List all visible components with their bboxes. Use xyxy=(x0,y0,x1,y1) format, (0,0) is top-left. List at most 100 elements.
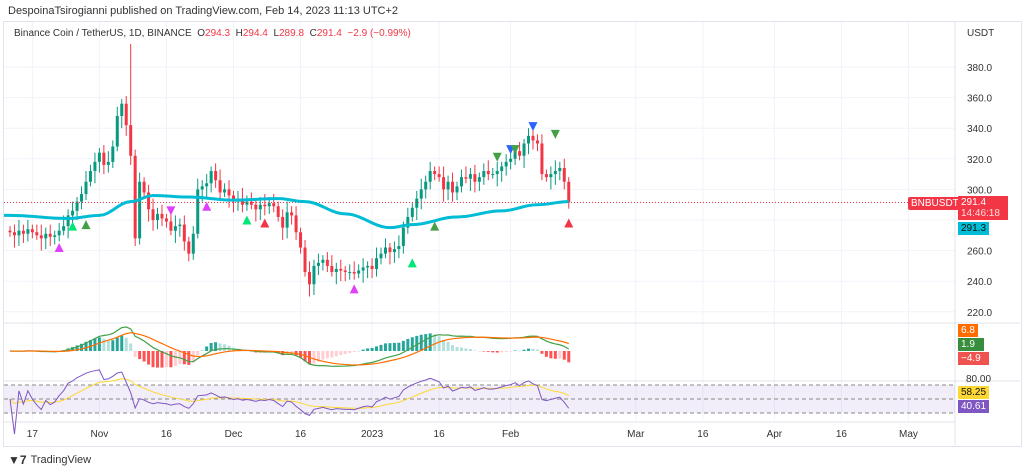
macd-histogram-bar xyxy=(540,351,544,354)
candle-body xyxy=(361,267,365,271)
brand-name: TradingView xyxy=(30,454,92,466)
candle-body xyxy=(173,226,177,231)
macd-histogram-bar xyxy=(406,338,410,351)
high-value: 294.4 xyxy=(242,28,268,39)
candle-body xyxy=(509,158,513,162)
signal-up-triangle-icon xyxy=(54,243,64,253)
candle-body xyxy=(482,171,486,178)
symbol-tag: BNBUSDT xyxy=(908,197,962,210)
macd-histogram-bar xyxy=(352,351,356,353)
candle-body xyxy=(316,262,320,266)
signal-up-triangle-icon xyxy=(242,215,252,225)
candle-body xyxy=(419,189,423,199)
candle-body xyxy=(504,161,508,167)
candle-body xyxy=(62,226,66,231)
candle-body xyxy=(307,272,311,285)
macd-histogram-bar xyxy=(375,346,379,351)
change-value: −2.9 (−0.99%) xyxy=(347,28,411,39)
macd-histogram-bar xyxy=(491,351,495,353)
candle-body xyxy=(299,232,303,248)
candle-body xyxy=(191,233,195,254)
candle-body xyxy=(258,204,262,210)
macd-histogram-bar xyxy=(205,346,209,351)
candle-body xyxy=(553,171,557,175)
macd-histogram-bar xyxy=(428,333,432,351)
macd-histogram-bar xyxy=(419,334,423,351)
macd-histogram-bar xyxy=(209,343,213,351)
signal-down-triangle-icon xyxy=(550,129,560,139)
candle-body xyxy=(343,270,347,273)
candle-body xyxy=(88,171,92,182)
signal-down-triangle-icon xyxy=(492,152,502,162)
signal-up-triangle-icon xyxy=(407,258,417,268)
macd-histogram-bar xyxy=(138,351,142,360)
candle-body xyxy=(102,152,106,165)
tradingview-logo[interactable]: ▼7 TradingView xyxy=(8,453,91,467)
candle-body xyxy=(535,140,539,144)
price-tick: 380.0 xyxy=(967,63,992,74)
symbol-title[interactable]: Binance Coin / TetherUS, 1D, BINANCE xyxy=(14,28,192,39)
macd-histogram-bar xyxy=(106,340,110,351)
candle-body xyxy=(35,232,39,236)
macd-histogram-bar xyxy=(437,336,441,351)
candle-body xyxy=(75,201,79,211)
candle-body xyxy=(53,235,57,237)
candle-body xyxy=(21,230,25,234)
candle-body xyxy=(339,268,343,271)
rsi-line xyxy=(9,369,570,435)
time-label: 16 xyxy=(697,429,709,440)
candle-body xyxy=(115,115,119,147)
macd-histogram-bar xyxy=(156,351,160,368)
time-label: 16 xyxy=(836,429,848,440)
macd-histogram-bar xyxy=(549,351,553,359)
candle-body xyxy=(205,183,209,187)
candle-body xyxy=(84,181,88,194)
candle-body xyxy=(39,235,43,239)
candle-body xyxy=(106,161,110,165)
macd-histogram-bar xyxy=(482,351,486,352)
candle-body xyxy=(392,249,396,253)
candle-body xyxy=(129,125,133,156)
macd-histogram-bar xyxy=(321,351,325,360)
macd-histogram-bar xyxy=(124,337,128,351)
candle-body xyxy=(518,151,522,156)
candle-body xyxy=(379,253,383,259)
candle-body xyxy=(522,143,526,156)
candle-body xyxy=(397,246,401,250)
macd-line-tag: 1.9 xyxy=(958,338,984,351)
candle-body xyxy=(93,161,97,172)
candle-body xyxy=(160,213,164,219)
macd-histogram-bar xyxy=(531,348,535,351)
macd-histogram-bar xyxy=(451,345,455,351)
last-price-tag: 291.4 14:46:18 xyxy=(958,196,1008,220)
signal-up-triangle-icon xyxy=(202,201,212,211)
macd-histogram-bar xyxy=(218,343,222,351)
macd-histogram-bar xyxy=(223,344,227,351)
macd-histogram-bar xyxy=(410,337,414,351)
candle-body xyxy=(138,181,142,239)
ohlc-legend: Binance Coin / TetherUS, 1D, BINANCE O29… xyxy=(14,28,411,39)
macd-histogram-bar xyxy=(486,351,490,352)
macd-histogram-bar xyxy=(504,351,508,352)
signal-down-triangle-icon xyxy=(528,122,538,132)
candle-body xyxy=(80,193,84,202)
macd-histogram-bar xyxy=(173,351,177,366)
candle-body xyxy=(366,265,370,268)
close-value: 291.4 xyxy=(316,28,342,39)
candle-body xyxy=(312,265,316,285)
time-label: 2023 xyxy=(361,429,384,440)
signal-up-triangle-icon xyxy=(564,218,574,228)
macd-histogram-bar xyxy=(133,351,137,357)
macd-histogram-bar xyxy=(343,351,347,354)
macd-histogram-bar xyxy=(383,343,387,351)
candle-body xyxy=(567,181,571,203)
candle-body xyxy=(352,272,356,274)
macd-histogram-bar xyxy=(316,351,320,362)
candle-body xyxy=(245,201,249,205)
macd-histogram-bar xyxy=(500,351,504,353)
macd-hist-tag: −4.9 xyxy=(958,352,989,365)
macd-histogram-bar xyxy=(169,351,173,368)
macd-histogram-bar xyxy=(513,350,517,352)
macd-histogram-bar xyxy=(562,351,566,360)
